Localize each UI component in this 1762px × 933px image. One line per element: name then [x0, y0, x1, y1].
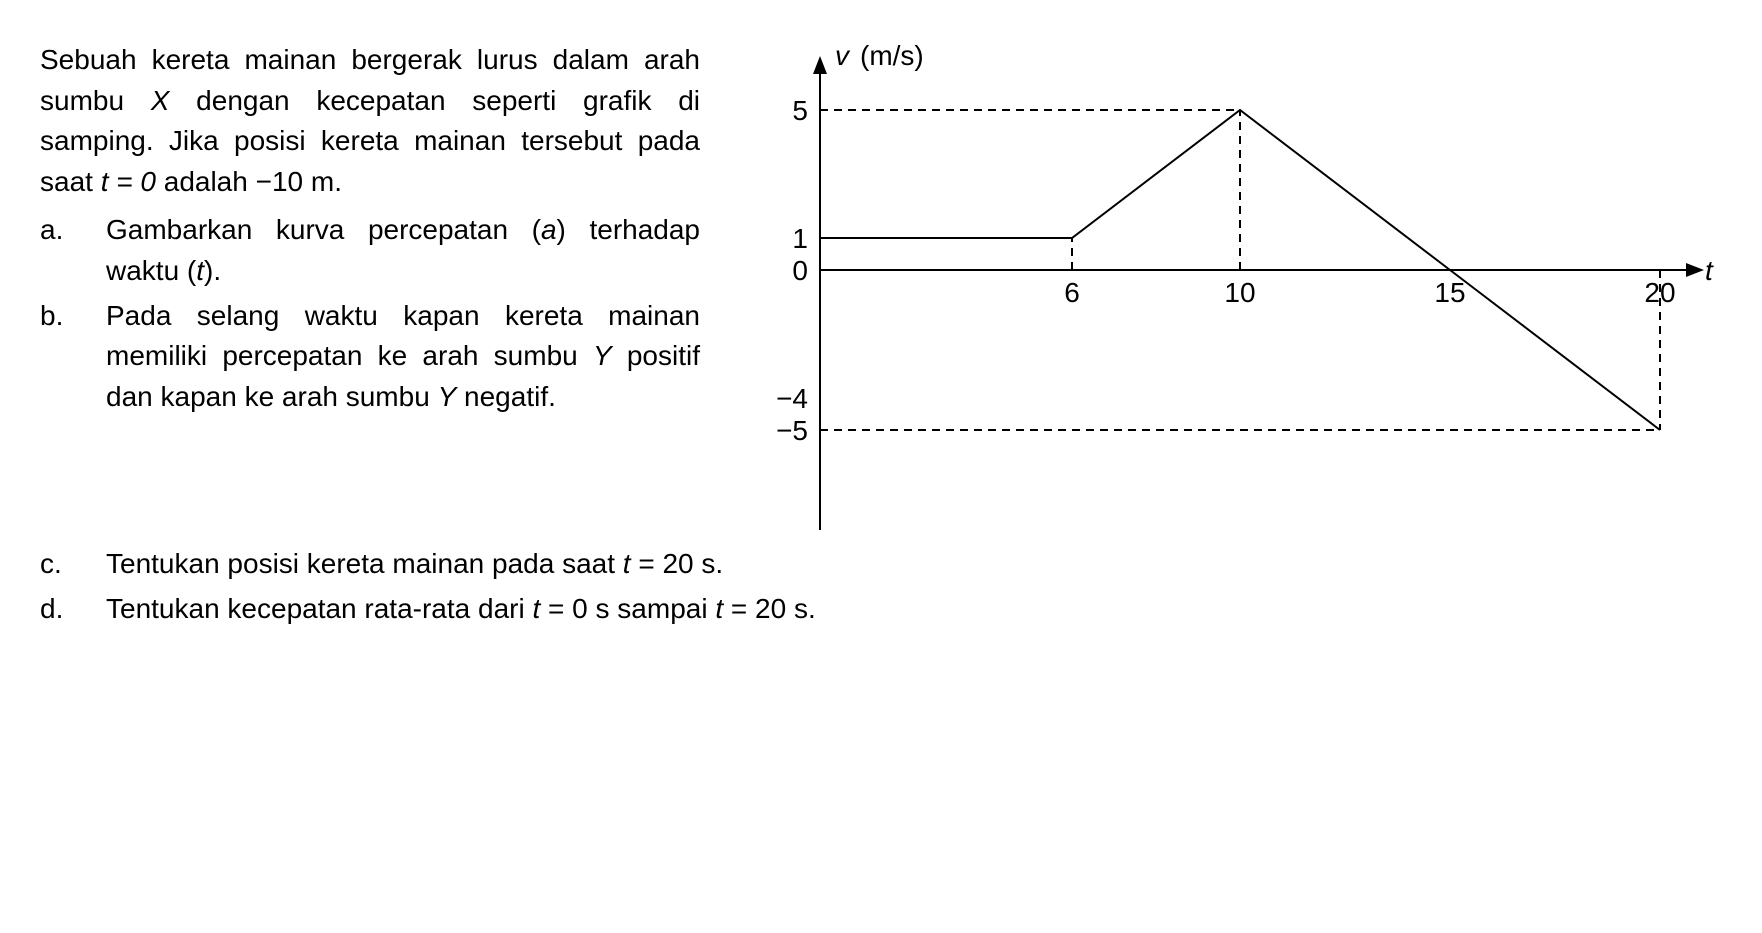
item-a-var-a: a: [541, 214, 557, 245]
item-a-body: Gambarkan kurva percepatan (a) terhadap …: [106, 210, 700, 291]
problem-intro: Sebuah kereta mainan bergerak lurus dala…: [40, 40, 700, 202]
svg-text:0: 0: [792, 255, 808, 286]
item-c-body: Tentukan posisi kereta mainan pada saat …: [106, 544, 1722, 585]
item-d-var-t2: t: [715, 593, 723, 624]
item-d-body: Tentukan kecepatan rata-rata dari t = 0 …: [106, 589, 1722, 630]
svg-text:v: v: [835, 40, 851, 71]
item-c-var-t: t: [623, 548, 631, 579]
svg-text:(m/s): (m/s): [860, 40, 924, 71]
svg-text:−4: −4: [776, 383, 808, 414]
item-a-pre: Gambarkan kurva percepatan (: [106, 214, 541, 245]
svg-text:−5: −5: [776, 415, 808, 446]
item-a-post: ).: [204, 255, 221, 286]
svg-text:20: 20: [1644, 277, 1675, 308]
item-c-pre: Tentukan posisi kereta mainan pada saat: [106, 548, 623, 579]
page-container: Sebuah kereta mainan bergerak lurus dala…: [40, 40, 1722, 540]
svg-text:1: 1: [792, 223, 808, 254]
item-b-body: Pada selang waktu kapan kereta mainan me…: [106, 296, 700, 418]
question-list-wide: c. Tentukan posisi kereta mainan pada sa…: [40, 544, 1722, 629]
text-column: Sebuah kereta mainan bergerak lurus dala…: [40, 40, 700, 417]
item-d-mid: = 0 s sampai: [540, 593, 715, 624]
item-c-label: c.: [40, 544, 76, 585]
svg-text:t: t: [1705, 255, 1714, 286]
item-b-label: b.: [40, 296, 76, 418]
item-a: a. Gambarkan kurva percepatan (a) terhad…: [40, 210, 700, 291]
chart-column: v(m/s)t(s)510−4−56101520: [740, 40, 1722, 540]
item-b-post: negatif.: [456, 381, 556, 412]
item-a-var-t: t: [196, 255, 204, 286]
svg-text:10: 10: [1224, 277, 1255, 308]
item-b: b. Pada selang waktu kapan kereta mainan…: [40, 296, 700, 418]
item-b-var-y2: Y: [438, 381, 457, 412]
question-list-narrow: a. Gambarkan kurva percepatan (a) terhad…: [40, 210, 700, 417]
item-a-label: a.: [40, 210, 76, 291]
item-d-post: = 20 s.: [723, 593, 816, 624]
velocity-time-chart: v(m/s)t(s)510−4−56101520: [740, 40, 1720, 540]
intro-X: X: [151, 85, 170, 116]
intro-t0: t = 0: [101, 166, 156, 197]
item-c: c. Tentukan posisi kereta mainan pada sa…: [40, 544, 1722, 585]
item-b-var-y1: Y: [593, 340, 612, 371]
item-d-label: d.: [40, 589, 76, 630]
intro-text-3: adalah −10 m.: [156, 166, 342, 197]
svg-text:5: 5: [792, 95, 808, 126]
item-c-post: = 20 s.: [631, 548, 724, 579]
svg-text:15: 15: [1434, 277, 1465, 308]
item-d: d. Tentukan kecepatan rata-rata dari t =…: [40, 589, 1722, 630]
item-d-pre: Tentukan kecepatan rata-rata dari: [106, 593, 532, 624]
svg-text:6: 6: [1064, 277, 1080, 308]
